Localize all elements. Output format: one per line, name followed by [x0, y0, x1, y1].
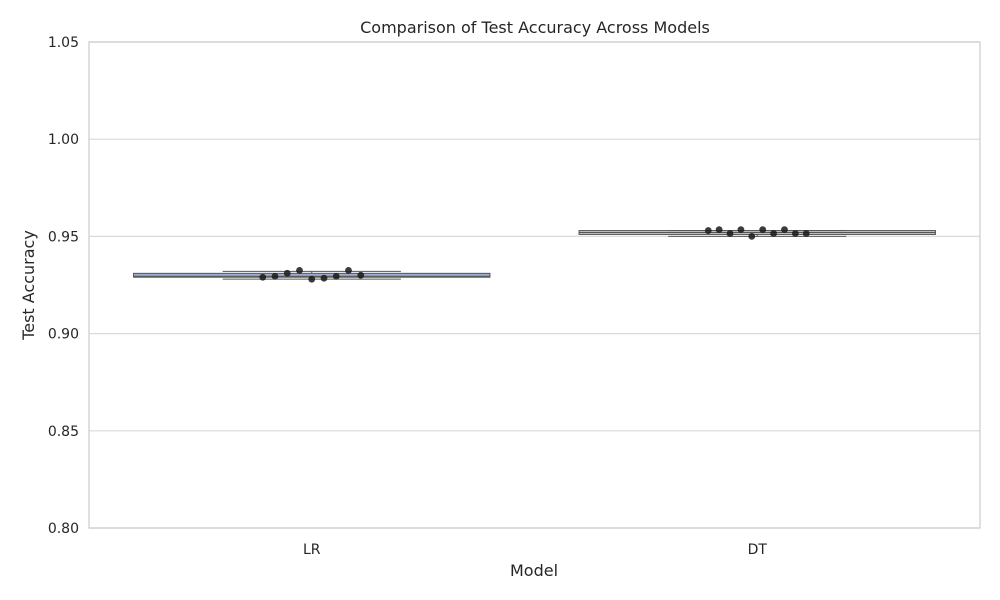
y-tick-label: 0.95	[48, 229, 79, 245]
data-point	[332, 272, 340, 280]
y-tick-label: 0.85	[48, 424, 79, 440]
data-point	[704, 227, 712, 234]
chart-title: Comparison of Test Accuracy Across Model…	[360, 18, 710, 37]
data-point	[726, 230, 734, 237]
data-point	[781, 226, 788, 233]
x-axis-ticks: LR DT	[303, 542, 767, 558]
data-point	[296, 267, 303, 274]
data-point	[259, 273, 267, 281]
data-point	[748, 233, 756, 240]
boxes	[133, 230, 936, 280]
y-tick-label: 1.00	[48, 132, 79, 148]
data-point	[271, 272, 279, 280]
data-point	[770, 230, 777, 237]
x-tick-label: DT	[748, 542, 768, 558]
data-point	[357, 271, 365, 279]
box-dt	[578, 230, 936, 237]
gridlines	[89, 41, 980, 529]
data-point	[283, 269, 291, 277]
data-point	[802, 230, 810, 237]
y-tick-label: 0.90	[48, 327, 79, 343]
x-tick-label: LR	[303, 542, 321, 558]
data-point	[320, 274, 328, 282]
data-points	[259, 226, 810, 283]
data-point	[308, 275, 316, 283]
plot-area	[88, 41, 981, 529]
data-point	[759, 226, 767, 233]
data-point	[791, 230, 799, 237]
y-axis-ticks: 0.80 0.85 0.90 0.95 1.00 1.05	[48, 35, 79, 537]
y-tick-label: 0.80	[48, 521, 79, 537]
y-tick-label: 1.05	[48, 35, 79, 51]
data-point	[737, 226, 745, 233]
y-axis-label: Test Accuracy	[19, 230, 38, 341]
data-point	[345, 267, 352, 274]
x-axis-label: Model	[510, 561, 558, 580]
data-point	[715, 226, 723, 233]
